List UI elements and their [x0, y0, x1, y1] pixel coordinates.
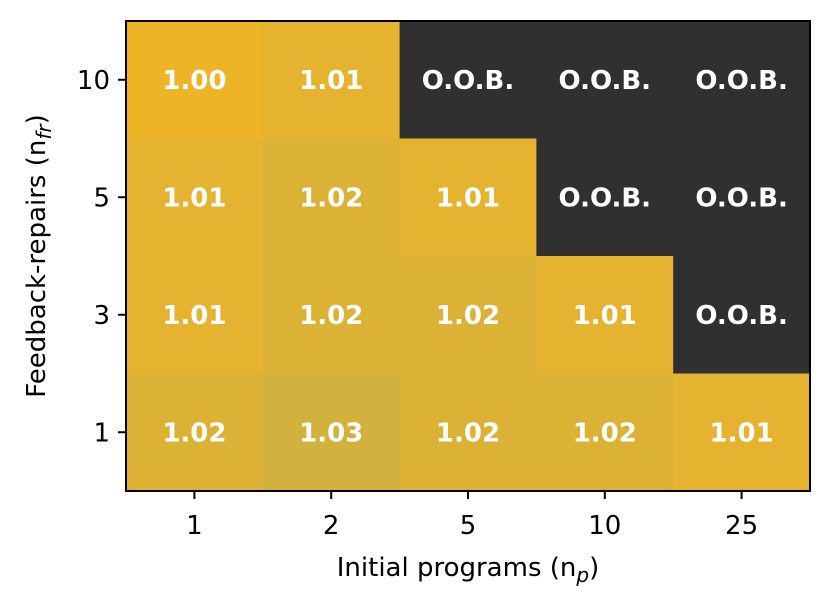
heatmap-cells — [126, 21, 811, 492]
heatmap-cell — [673, 256, 811, 374]
x-axis-ticks: 1 2 5 10 25 — [186, 491, 758, 541]
heatmap-cell — [262, 373, 401, 492]
heatmap-cell — [673, 138, 811, 257]
x-tick-label: 25 — [725, 511, 758, 541]
heatmap-cell-label: 1.01 — [573, 301, 637, 331]
x-tick-label: 5 — [460, 511, 477, 541]
heatmap-cell — [536, 373, 674, 492]
heatmap-cell — [126, 21, 264, 139]
heatmap-cell-label: 1.02 — [436, 301, 500, 331]
heatmap-cell — [126, 256, 264, 374]
heatmap-cell-label: 1.00 — [162, 66, 226, 96]
heatmap-cell — [262, 256, 401, 374]
heatmap-cell-label: O.O.B. — [559, 183, 652, 213]
y-axis-ticks: 10 5 3 1 — [77, 66, 126, 448]
heatmap-cell-label: 1.02 — [299, 301, 363, 331]
x-axis-label: Initial programs (np) — [337, 553, 599, 587]
y-tick-label: 3 — [93, 301, 110, 331]
heatmap-cell-label: 1.02 — [573, 418, 637, 448]
heatmap-cell — [536, 256, 674, 374]
heatmap-cell-label: O.O.B. — [559, 66, 652, 96]
heatmap-cell-label: O.O.B. — [695, 301, 788, 331]
y-tick-label: 1 — [93, 418, 110, 448]
heatmap-cell-label: 1.03 — [299, 418, 363, 448]
heatmap-cell — [536, 138, 674, 257]
y-tick-label: 10 — [77, 66, 110, 96]
heatmap-cell-label: 1.02 — [436, 418, 500, 448]
heatmap-cell-label: O.O.B. — [695, 183, 788, 213]
heatmap-cell — [126, 138, 264, 257]
heatmap-cell — [262, 138, 401, 257]
heatmap-cell — [399, 138, 537, 257]
heatmap-cell — [262, 21, 401, 139]
heatmap-cell — [673, 373, 811, 492]
heatmap-cell-label: 1.01 — [710, 418, 774, 448]
heatmap-cell — [399, 21, 537, 139]
heatmap-cell — [399, 373, 537, 492]
heatmap-cell-label: 1.01 — [436, 183, 500, 213]
heatmap-cell-label: 1.02 — [299, 183, 363, 213]
heatmap-cell-label: O.O.B. — [695, 66, 788, 96]
heatmap-cell-label: O.O.B. — [422, 66, 515, 96]
x-tick-label: 2 — [323, 511, 340, 541]
heatmap-cell-label: 1.01 — [162, 183, 226, 213]
heatmap-cell — [673, 21, 811, 139]
heatmap-cell-label: 1.01 — [162, 301, 226, 331]
heatmap-cell — [126, 373, 264, 492]
y-axis-label: Feedback-repairs (nfr) — [22, 114, 56, 398]
heatmap-cell-label: 1.02 — [162, 418, 226, 448]
x-tick-label: 1 — [186, 511, 203, 541]
heatmap-cell — [536, 21, 674, 139]
heatmap-cell — [399, 256, 537, 374]
x-tick-label: 10 — [588, 511, 621, 541]
heatmap-cell-labels: 1.00 1.01 O.O.B. O.O.B. O.O.B. 1.01 1.02 1.01 O.… — [162, 66, 788, 449]
heatmap-cell-label: 1.01 — [299, 66, 363, 96]
y-tick-label: 5 — [93, 183, 110, 213]
